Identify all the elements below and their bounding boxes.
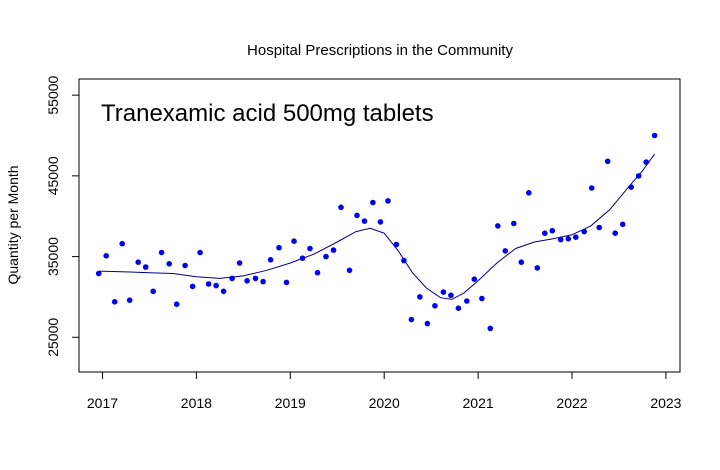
x-tick-label: 2018 xyxy=(181,395,212,411)
data-point xyxy=(150,288,156,295)
data-point xyxy=(393,241,400,248)
x-tick-label: 2017 xyxy=(87,395,118,411)
data-point xyxy=(370,199,376,206)
data-point xyxy=(487,325,494,332)
drug-annotation: Tranexamic acid 500mg tablets xyxy=(101,100,434,127)
data-point xyxy=(323,253,329,260)
data-point xyxy=(596,224,602,231)
data-point xyxy=(361,218,368,224)
data-point xyxy=(464,298,470,304)
data-point xyxy=(401,257,407,264)
data-point xyxy=(354,212,360,219)
data-point xyxy=(142,264,149,270)
data-point xyxy=(299,255,306,261)
data-point xyxy=(135,259,141,266)
y-axis-label: Quantity per Month xyxy=(5,165,21,284)
data-point xyxy=(252,275,259,282)
y-tick-label: 35000 xyxy=(45,237,61,276)
data-point xyxy=(220,288,227,295)
data-point xyxy=(283,279,290,286)
x-tick-label: 2023 xyxy=(650,395,681,411)
data-point xyxy=(628,184,634,190)
data-point xyxy=(502,248,509,254)
data-point xyxy=(205,281,212,287)
data-point xyxy=(588,185,595,191)
data-point xyxy=(455,305,462,312)
data-point xyxy=(119,240,125,247)
data-point xyxy=(244,278,250,284)
data-point xyxy=(511,220,517,227)
y-axis: 25000 35000 45000 55000 xyxy=(45,75,80,357)
data-point xyxy=(542,230,548,236)
data-point xyxy=(330,247,337,253)
data-point xyxy=(166,261,172,267)
data-point xyxy=(612,230,618,236)
data-point xyxy=(635,173,642,179)
data-point xyxy=(103,253,109,259)
data-point xyxy=(534,265,541,271)
data-point xyxy=(346,267,353,274)
data-point xyxy=(229,275,235,282)
data-point xyxy=(573,234,579,240)
data-point xyxy=(385,198,391,204)
data-point xyxy=(424,320,431,327)
data-point xyxy=(377,219,384,225)
x-tick-label: 2020 xyxy=(369,395,400,411)
data-point xyxy=(471,276,478,283)
data-point xyxy=(95,270,102,277)
data-point xyxy=(581,228,587,235)
data-point xyxy=(651,132,658,139)
chart-title: Hospital Prescriptions in the Community xyxy=(247,42,513,59)
data-point xyxy=(604,158,611,165)
data-point xyxy=(158,249,165,256)
data-points-layer xyxy=(95,132,658,332)
trend-line xyxy=(98,153,656,300)
data-point xyxy=(260,278,266,285)
data-point xyxy=(408,316,415,323)
x-tick-label: 2022 xyxy=(556,395,587,411)
data-point xyxy=(565,236,572,242)
data-point xyxy=(126,297,133,304)
x-axis: 2017 2018 2019 2020 2021 2022 2023 xyxy=(87,371,682,411)
data-point xyxy=(236,260,243,266)
data-point xyxy=(314,269,321,276)
data-point xyxy=(440,289,447,295)
x-tick-label: 2021 xyxy=(463,395,494,411)
data-point xyxy=(267,257,274,263)
y-tick-label: 55000 xyxy=(45,75,61,114)
data-point xyxy=(189,283,196,290)
data-point xyxy=(111,299,118,305)
data-point xyxy=(417,294,423,300)
data-point xyxy=(557,236,564,243)
y-tick-label: 45000 xyxy=(45,156,61,195)
data-point xyxy=(291,238,297,244)
y-tick-label: 25000 xyxy=(45,318,61,357)
data-point xyxy=(213,282,219,289)
trend-line-layer xyxy=(98,153,656,300)
data-point xyxy=(338,204,344,211)
data-point xyxy=(182,262,188,269)
data-point xyxy=(643,159,649,165)
data-point xyxy=(276,244,282,251)
data-point xyxy=(518,259,525,266)
data-point xyxy=(448,292,454,299)
data-point xyxy=(307,245,313,252)
data-point xyxy=(432,303,438,309)
data-point xyxy=(479,295,485,302)
data-point xyxy=(495,223,501,229)
x-tick-label: 2019 xyxy=(275,395,306,411)
data-point xyxy=(173,301,180,308)
data-point xyxy=(526,190,532,196)
data-point xyxy=(619,221,626,228)
data-point xyxy=(549,227,556,234)
data-point xyxy=(197,249,203,256)
